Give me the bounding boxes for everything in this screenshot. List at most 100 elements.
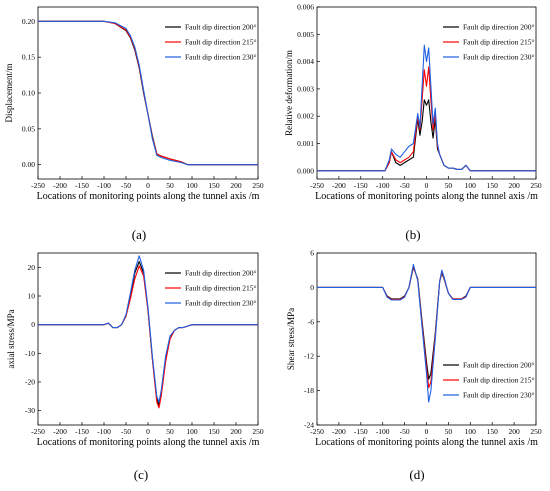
series-line-1 [317, 99, 536, 172]
x-tick-label: -50 [121, 181, 131, 190]
x-axis-label: Locations of monitoring points along the… [315, 191, 538, 202]
x-tick-label: -150 [354, 181, 368, 190]
y-tick-label: 6 [310, 249, 314, 258]
y-tick-label: -6 [308, 317, 314, 326]
legend-entry-2: Fault dip direction 215° [463, 38, 535, 47]
series-line-3 [317, 263, 536, 403]
x-tick-label: -200 [332, 181, 346, 190]
x-tick-label: 50 [445, 181, 453, 190]
x-tick-label: 150 [208, 181, 220, 190]
x-tick-label: -150 [354, 427, 368, 436]
x-tick-label: 200 [508, 181, 520, 190]
x-tick-label: -150 [75, 427, 89, 436]
y-tick-label: 0.002 [297, 112, 314, 121]
y-axis-label: Displacement/m [4, 64, 14, 123]
x-tick-label: 250 [530, 427, 542, 436]
legend-entry-3: Fault dip direction 230° [185, 53, 257, 62]
series-line-3 [38, 20, 258, 166]
legend-entry-3: Fault dip direction 230° [463, 53, 535, 62]
legend-entry-1: Fault dip direction 200° [463, 23, 535, 32]
y-tick-label: -24 [304, 421, 314, 430]
x-tick-label: 100 [465, 181, 477, 190]
y-tick-label: 0.00 [22, 160, 35, 169]
plot-frame [37, 252, 259, 426]
y-axis-label: Relative deformation/m [284, 50, 294, 136]
plot-frame [316, 6, 537, 180]
y-tick-label: 20 [28, 263, 36, 272]
y-tick-label: 0.005 [297, 30, 314, 39]
chart-panel-3: -250 -200 -150 -100 -50 0 50 100 150 200 250-30-20… [6, 252, 264, 482]
y-tick-label: -10 [25, 349, 35, 358]
x-tick-label: 250 [252, 427, 264, 436]
legend-entry-2: Fault dip direction 215° [185, 38, 257, 47]
x-tick-label: 200 [508, 427, 520, 436]
y-tick-label: 0.001 [297, 139, 314, 148]
y-tick-label: -18 [304, 386, 314, 395]
chart-panel-1: -250 -200 -150 -100 -50 0 50 100 150 200 250 0.00 0.… [4, 6, 264, 242]
y-tick-label: 0 [310, 283, 314, 292]
chart-panel-2: -250 -200 -150 -100 -50 0 50 100 150 200 250 0.000 0… [284, 3, 542, 243]
panel-label: (c) [134, 467, 148, 482]
x-tick-label: -100 [97, 181, 111, 190]
x-tick-label: 50 [445, 427, 453, 436]
x-tick-label: 50 [166, 181, 174, 190]
panel-label: (b) [405, 227, 420, 242]
x-tick-label: -50 [400, 181, 410, 190]
x-tick-label: 100 [186, 181, 198, 190]
x-axis-label: Locations of monitoring points along the… [315, 437, 538, 448]
x-tick-label: 150 [487, 427, 499, 436]
y-tick-label: 10 [28, 292, 36, 301]
plot-frame [37, 6, 259, 180]
x-tick-label: 250 [252, 181, 264, 190]
y-tick-label: 0.000 [297, 166, 314, 175]
legend-entry-1: Fault dip direction 200° [185, 269, 257, 278]
legend-entry-1: Fault dip direction 200° [185, 23, 257, 32]
y-axis-label: axial stress/MPa [6, 309, 16, 368]
x-tick-label: -50 [121, 427, 131, 436]
x-tick-label: -50 [400, 427, 410, 436]
y-tick-label: 0.15 [22, 53, 35, 62]
y-tick-label: 0.004 [297, 57, 314, 66]
x-tick-label: 100 [465, 427, 477, 436]
panel-label: (d) [409, 467, 424, 482]
legend-entry-3: Fault dip direction 230° [463, 391, 535, 400]
legend-entry-2: Fault dip direction 215° [463, 376, 535, 385]
x-tick-label: -100 [97, 427, 111, 436]
y-tick-label: 0 [31, 320, 35, 329]
y-tick-label: 0.20 [22, 17, 35, 26]
x-tick-label: -200 [53, 427, 67, 436]
y-tick-label: -30 [25, 406, 35, 415]
legend-entry-1: Fault dip direction 200° [463, 361, 535, 370]
series-line-3 [317, 44, 536, 172]
x-tick-label: -100 [376, 427, 390, 436]
y-tick-label: 0.05 [22, 124, 35, 133]
x-tick-label: 150 [208, 427, 220, 436]
x-tick-label: 50 [166, 427, 174, 436]
series-line-3 [38, 255, 258, 403]
y-tick-label: 0.003 [297, 84, 314, 93]
x-tick-label: -250 [310, 181, 324, 190]
y-tick-label: -20 [25, 378, 35, 387]
x-tick-label: -100 [376, 181, 390, 190]
series-line-2 [317, 66, 536, 172]
x-axis-label: Locations of monitoring points along the… [37, 437, 260, 448]
x-tick-label: 200 [230, 181, 242, 190]
y-tick-label: 0.006 [297, 3, 314, 12]
x-tick-label: -250 [31, 427, 45, 436]
x-tick-label: 200 [230, 427, 242, 436]
y-axis-label: Shear stress/MPa [286, 308, 296, 370]
legend-entry-3: Fault dip direction 230° [185, 299, 257, 308]
x-tick-label: 0 [146, 427, 150, 436]
panel-label: (a) [132, 227, 146, 242]
x-axis-label: Locations of monitoring points along the… [37, 191, 260, 202]
x-tick-label: 0 [425, 181, 429, 190]
x-tick-label: 150 [487, 181, 499, 190]
x-tick-label: 250 [530, 181, 542, 190]
x-tick-label: 0 [425, 427, 429, 436]
y-tick-label: 0.10 [22, 89, 35, 98]
x-tick-label: -200 [53, 181, 67, 190]
x-tick-label: 0 [146, 181, 150, 190]
legend-entry-2: Fault dip direction 215° [185, 284, 257, 293]
chart-panel-4: -250 -200 -150 -100 -50 0 50 100 150 200 250 -24 -18… [286, 249, 542, 483]
